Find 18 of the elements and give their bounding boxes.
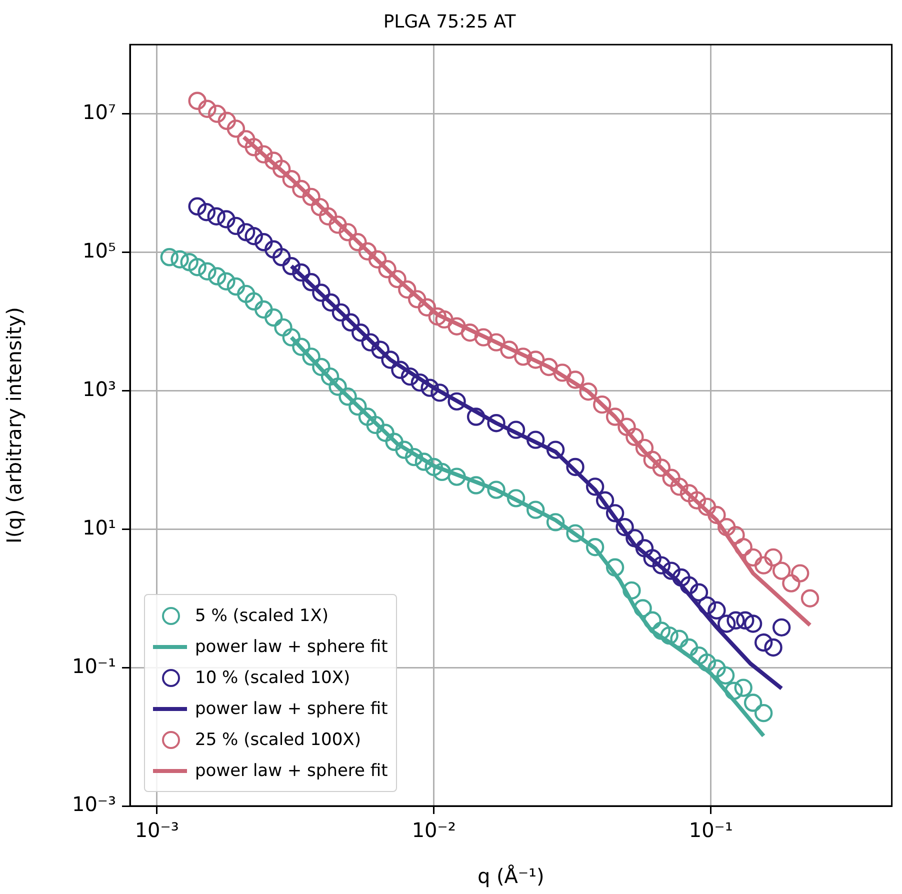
y-axis-title: I(q) (arbitrary intensity) (2, 307, 26, 544)
x-tick-label: 10⁻² (412, 818, 456, 842)
legend-label: power law + sphere fit (195, 636, 388, 656)
y-tick-label: 10⁵ (82, 238, 116, 262)
x-axis-title: q (Å⁻¹) (477, 864, 544, 888)
legend-label: power law + sphere fit (195, 760, 388, 780)
chart-title: PLGA 75:25 AT (383, 11, 517, 32)
legend-label: power law + sphere fit (195, 698, 388, 718)
y-tick-label: 10¹ (82, 515, 116, 540)
legend-label: 10 % (scaled 10X) (195, 668, 350, 688)
x-tick-label: 10⁻¹ (688, 818, 733, 842)
x-tick-label: 10⁻³ (134, 818, 179, 842)
legend-label: 5 % (scaled 1X) (195, 606, 329, 626)
y-tick-label: 10³ (82, 376, 116, 401)
y-tick-label: 10⁷ (82, 100, 116, 124)
y-tick-label: 10⁻³ (72, 792, 116, 816)
legend-label: 25 % (scaled 100X) (195, 730, 361, 750)
y-tick-label: 10⁻¹ (72, 654, 116, 678)
